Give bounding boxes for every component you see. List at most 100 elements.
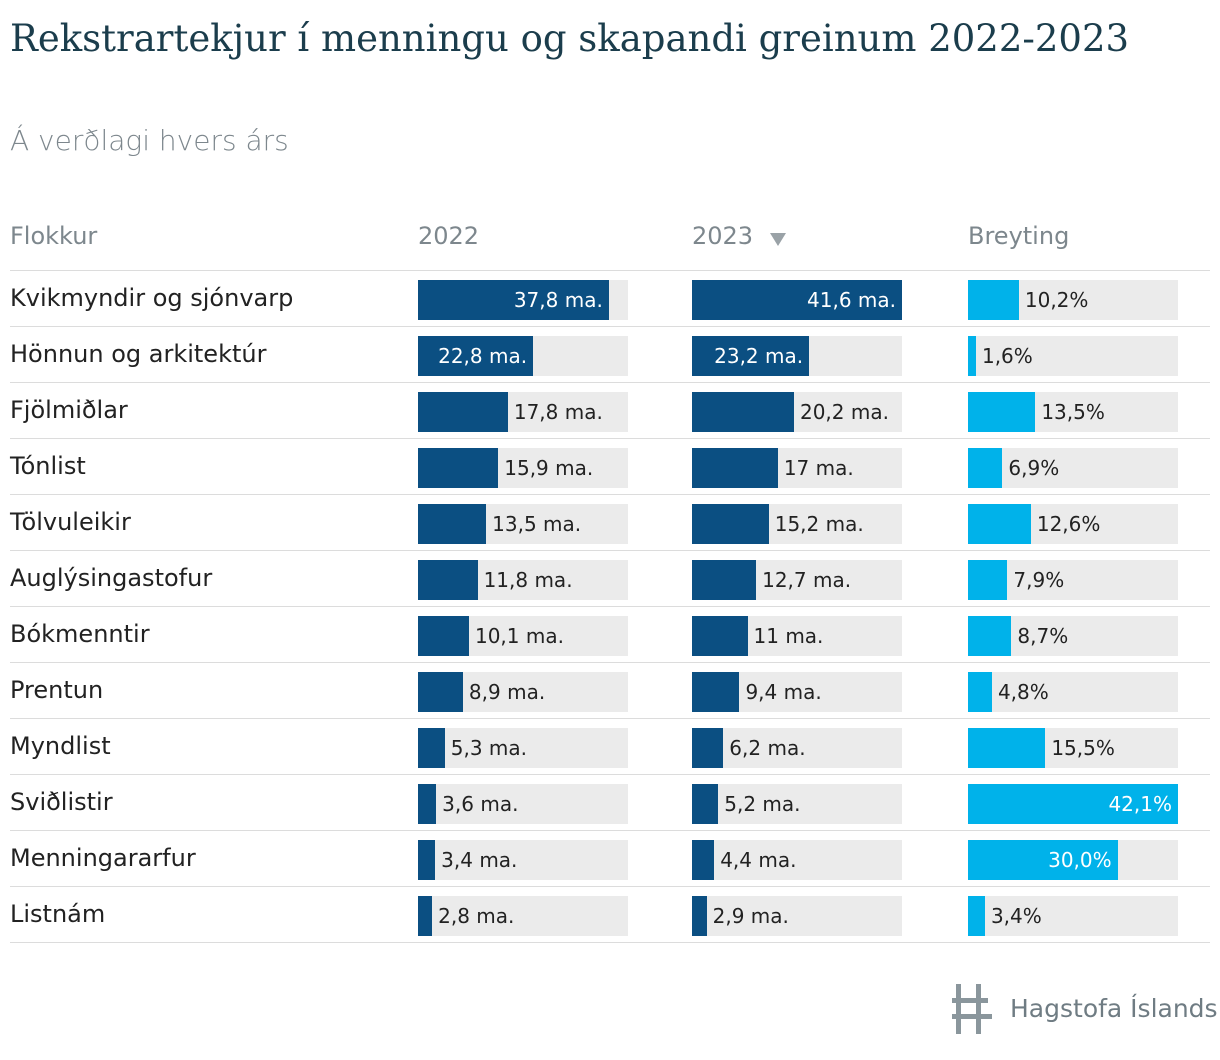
value-label: 41,6 ma. <box>807 288 896 312</box>
bar <box>968 896 985 936</box>
value-label: 17,8 ma. <box>513 400 603 424</box>
row-line <box>10 606 1210 607</box>
row-line <box>10 382 1210 383</box>
value-label: 4,8% <box>997 680 1049 704</box>
column-header[interactable]: Breyting <box>968 222 1070 250</box>
bar-track <box>968 448 1178 488</box>
category: Bókmenntir <box>10 620 150 648</box>
value-label: 12,7 ma. <box>762 568 852 592</box>
row-line <box>10 662 1210 663</box>
bar <box>418 448 499 488</box>
category: Tölvuleikir <box>10 508 131 536</box>
bar <box>692 336 810 376</box>
value-label: 20,2 ma. <box>799 400 889 424</box>
value-label: 17 ma. <box>783 456 854 480</box>
category: Fjölmiðlar <box>10 396 128 424</box>
bar <box>418 728 445 768</box>
bar <box>692 560 757 600</box>
bar <box>968 728 1046 768</box>
bar <box>692 504 769 544</box>
bar-track <box>692 840 902 880</box>
value-label: 15,5% <box>1051 736 1115 760</box>
bar <box>418 616 469 656</box>
bar <box>418 280 609 320</box>
bar <box>692 896 707 936</box>
column-header[interactable]: 2022 <box>418 222 480 250</box>
bar-track <box>968 672 1178 712</box>
value-label: 3,4 ma. <box>441 848 518 872</box>
value-label: 2,9 ma. <box>712 904 789 928</box>
value-label: 12,6% <box>1036 512 1101 536</box>
value-label: 4,4 ma. <box>720 848 797 872</box>
row-line <box>10 774 1210 775</box>
bar <box>692 784 719 824</box>
bar <box>692 448 778 488</box>
category: Menningararfur <box>10 844 196 872</box>
bar-track <box>418 784 628 824</box>
bar-track <box>692 896 902 936</box>
bar <box>418 392 508 432</box>
bar <box>692 672 740 712</box>
bar <box>968 392 1036 432</box>
value-label: 8,9 ma. <box>468 680 546 704</box>
subtitle: Á verðlagi hvers árs <box>10 124 289 157</box>
value-label: 10,2% <box>1024 288 1089 312</box>
value-label: 13,5 ma. <box>492 512 582 536</box>
bar <box>692 280 902 320</box>
value-label: 23,2 ma. <box>714 344 804 368</box>
bar <box>418 672 463 712</box>
bar <box>968 560 1008 600</box>
bar <box>418 896 433 936</box>
bar-track <box>418 896 628 936</box>
bar-track <box>692 784 902 824</box>
bar <box>968 840 1118 880</box>
logo-text: Hagstofa Íslands <box>1010 994 1218 1023</box>
bar <box>968 448 1003 488</box>
bar <box>418 336 534 376</box>
value-label: 5,3 ma. <box>450 736 528 760</box>
bar-track <box>968 896 1178 936</box>
bar <box>418 504 487 544</box>
value-label: 42,1% <box>1108 792 1172 816</box>
bar <box>418 560 478 600</box>
value-label: 30,0% <box>1048 848 1112 872</box>
value-label: 37,8 ma. <box>513 288 603 312</box>
row-line <box>10 550 1210 551</box>
value-label: 6,2 ma. <box>729 736 806 760</box>
bar <box>968 672 992 712</box>
bar-track <box>692 728 902 768</box>
bar <box>968 616 1012 656</box>
value-label: 10,1 ma. <box>474 624 564 648</box>
category: Prentun <box>10 676 104 704</box>
bar <box>968 336 976 376</box>
bar <box>968 784 1178 824</box>
category: Hönnun og arkitektúr <box>10 340 267 368</box>
category: Listnám <box>10 900 106 928</box>
category: Auglýsingastofur <box>10 564 213 592</box>
category: Myndlist <box>10 732 111 760</box>
category: Tónlist <box>10 452 86 480</box>
bar-track <box>418 840 628 880</box>
value-label: 9,4 ma. <box>745 680 822 704</box>
sort-icon <box>770 233 786 246</box>
value-label: 1,6% <box>981 344 1033 368</box>
value-label: 2,8 ma. <box>438 904 515 928</box>
title: Rekstrartekjur í menningu og skapandi gr… <box>10 17 1130 60</box>
bar-track <box>968 336 1178 376</box>
row-line <box>10 494 1210 495</box>
value-label: 13,5% <box>1041 400 1105 424</box>
row-line <box>10 830 1210 831</box>
value-label: 11 ma. <box>753 624 824 648</box>
category: Sviðlistir <box>10 788 113 816</box>
value-label: 11,8 ma. <box>483 568 573 592</box>
logo-icon <box>952 984 992 1034</box>
column-header[interactable]: 2023 <box>692 222 754 250</box>
value-label: 15,9 ma. <box>504 456 594 480</box>
value-label: 6,9% <box>1008 456 1060 480</box>
bar <box>418 840 436 880</box>
category: Kvikmyndir og sjónvarp <box>10 284 294 312</box>
row-line <box>10 326 1210 327</box>
bar <box>692 392 794 432</box>
bar <box>418 784 437 824</box>
